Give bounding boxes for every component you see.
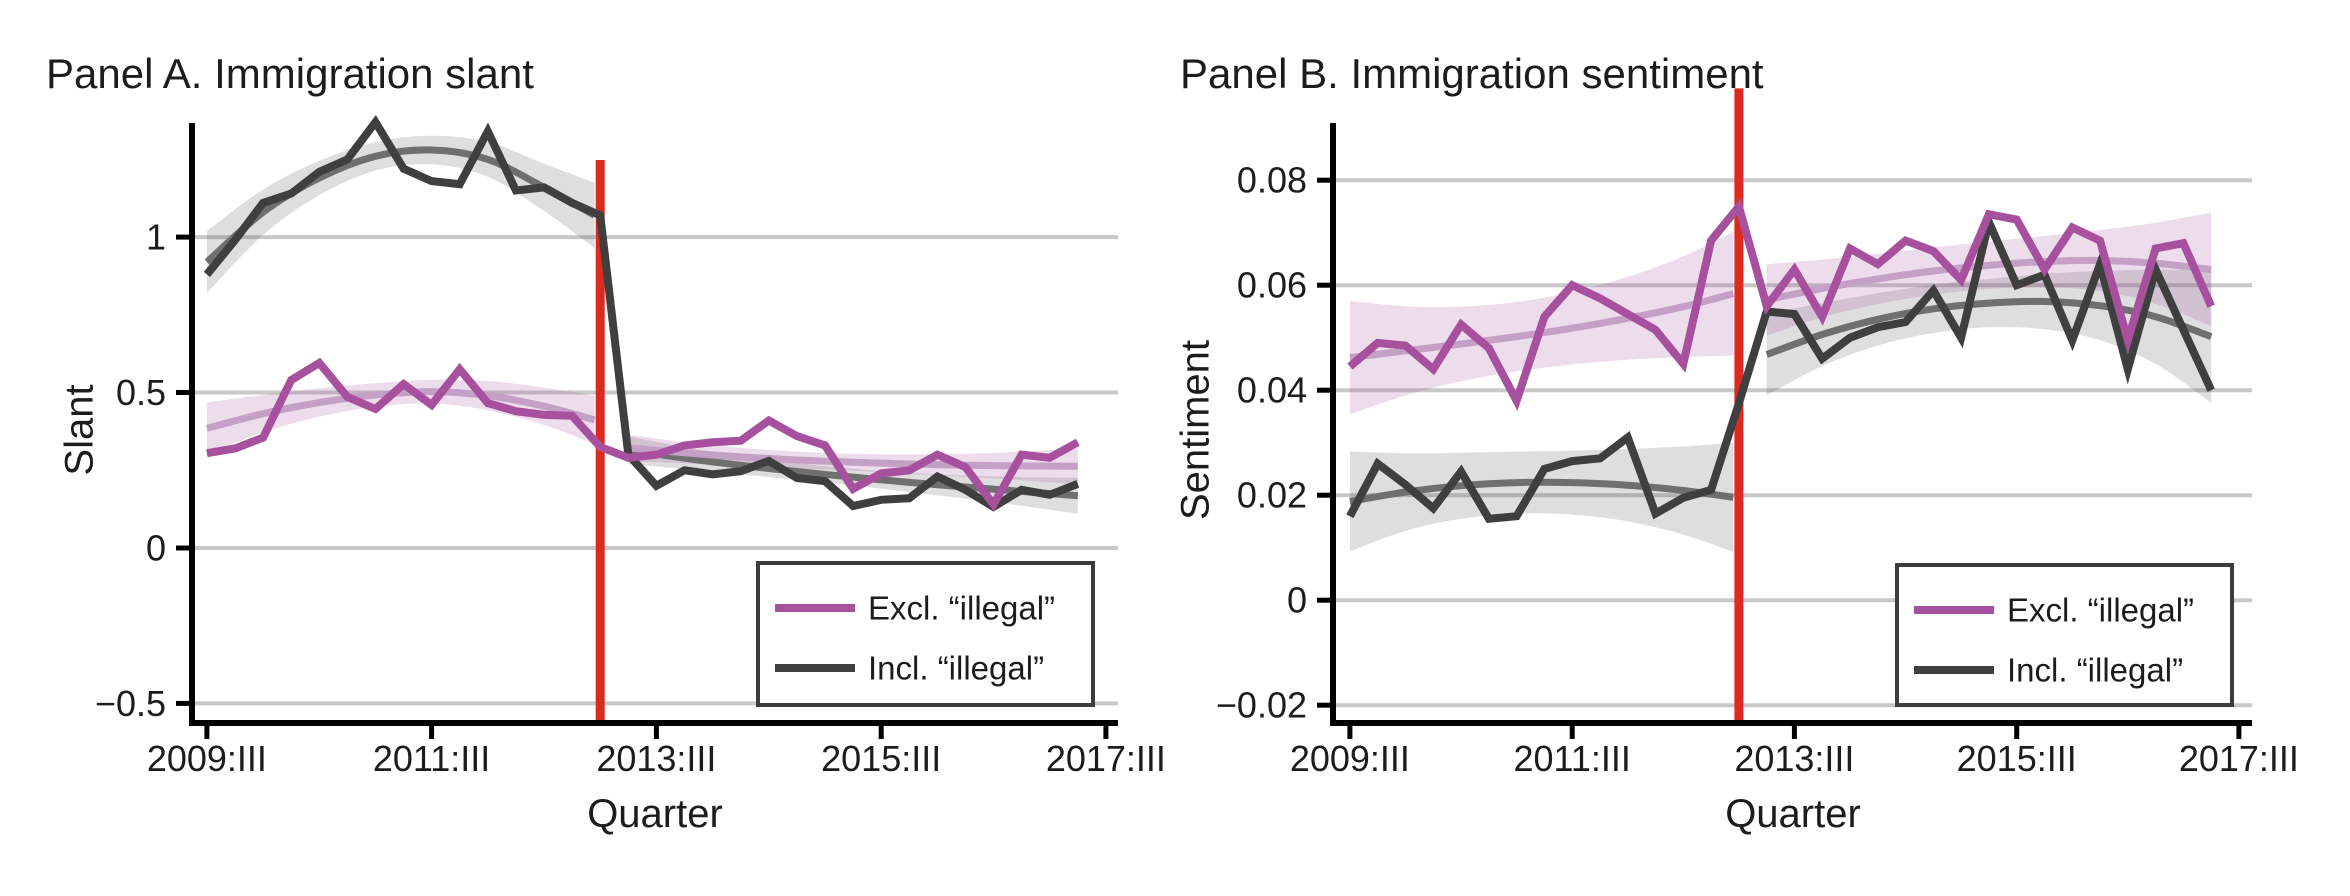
panel-b-y-axis-label: Sentiment — [1173, 339, 1218, 521]
panel-b-x-axis-label: Quarter — [1725, 792, 1861, 836]
y-tick-label: 0.08 — [1237, 160, 1307, 201]
series-line-excl — [206, 357, 1080, 512]
confidence-band-incl-pre — [1349, 442, 1734, 552]
y-tick-label: −0.5 — [95, 683, 166, 724]
y-tick-label: 0 — [1287, 580, 1307, 621]
x-tick-label: 2009:III — [1290, 738, 1410, 779]
confidence-band-incl-pre — [206, 135, 595, 294]
legend-box — [1895, 563, 2234, 707]
y-tick-label: 0.06 — [1237, 265, 1307, 306]
series-line-incl — [1346, 209, 2215, 524]
trend-line-excl-pre — [206, 388, 596, 432]
legend-box — [756, 561, 1095, 707]
x-tick-label: 2009:III — [147, 738, 267, 779]
x-tick-label: 2011:III — [373, 738, 490, 779]
legend-label: Excl. “illegal” — [868, 590, 1055, 627]
x-tick-label: 2015:III — [821, 738, 941, 779]
series-line-incl — [203, 114, 1080, 512]
x-tick-label: 2017:III — [2179, 738, 2299, 779]
y-tick-label: 0.04 — [1237, 370, 1307, 411]
series-line-excl — [1347, 197, 2215, 411]
legend-label: Excl. “illegal” — [2007, 592, 2194, 629]
panel-a: 1 0.5 0 −0.5 2009:III 2011:III 2013:III 2015:II… — [95, 114, 1166, 779]
y-tick-label: 0.02 — [1237, 475, 1307, 516]
x-tick-label: 2013:III — [1734, 738, 1854, 779]
y-tick-label: 0 — [146, 528, 166, 569]
x-tick-label: 2015:III — [1957, 738, 2077, 779]
panel-b-title: Panel B. Immigration sentiment — [1180, 50, 1764, 97]
panel-a-y-axis-label: Slant — [57, 384, 102, 476]
legend-label: Incl. “illegal” — [2007, 652, 2183, 689]
y-tick-label: 0.5 — [116, 372, 166, 413]
x-tick-label: 2017:III — [1046, 738, 1166, 779]
panel-a-title: Panel A. Immigration slant — [46, 50, 534, 97]
trend-line-excl-post — [628, 444, 1078, 470]
y-tick-label: 1 — [146, 217, 166, 258]
x-tick-label: 2013:III — [596, 738, 716, 779]
panel-b: 0.08 0.06 0.04 0.02 0 −0.02 2009:III 2011:III 20… — [1216, 88, 2299, 779]
panel-a-x-axis-label: Quarter — [587, 792, 723, 836]
legend-label: Incl. “illegal” — [868, 650, 1044, 687]
x-tick-label: 2011:III — [1513, 738, 1630, 779]
y-tick-label: −0.02 — [1216, 685, 1307, 726]
